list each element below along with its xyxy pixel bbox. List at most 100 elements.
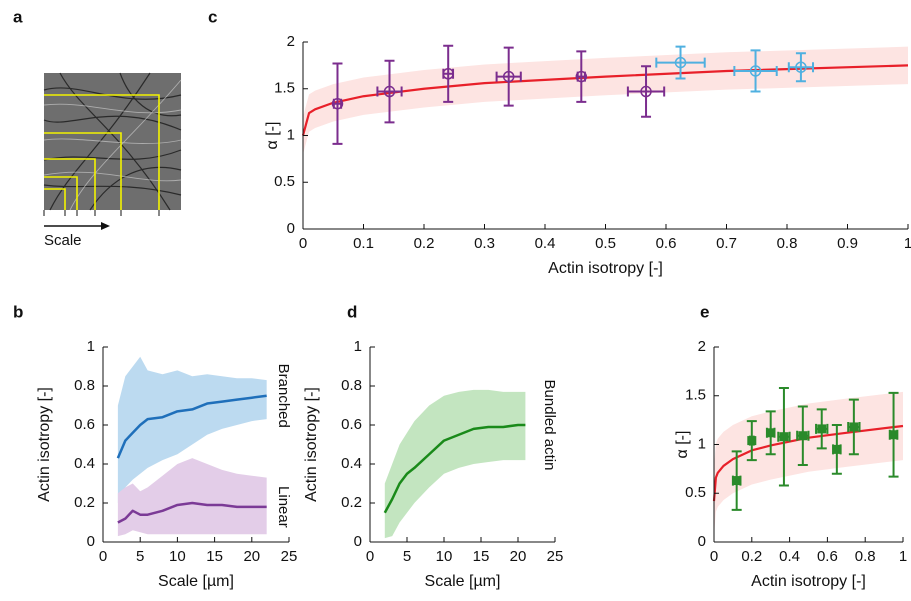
x-error-bar	[787, 62, 815, 73]
y-tick-label: 0.8	[341, 377, 362, 394]
x-tick-label: 0.5	[595, 235, 616, 252]
x-error-bar	[733, 65, 778, 76]
y-tick-label: 0.8	[74, 377, 95, 394]
y-tick-label: 0.4	[341, 455, 362, 472]
y-axis-label: α [-]	[264, 122, 281, 150]
x-tick-label: 10	[436, 548, 453, 565]
x-error-bar	[376, 86, 403, 97]
x-tick-label: 0.4	[535, 235, 556, 252]
panel-label: a	[13, 7, 23, 26]
y-axis-label: α [-]	[674, 431, 691, 459]
point	[795, 61, 807, 73]
y-tick-label: 1	[87, 338, 95, 355]
x-axis-label: Scale [µm]	[158, 573, 234, 590]
y-tick-label: 1	[354, 338, 362, 355]
series-label: Bundled actin	[541, 380, 558, 471]
x-tick-label: 0.9	[837, 235, 858, 252]
x-tick-label: 0.8	[855, 548, 876, 565]
panel-label: c	[208, 7, 217, 26]
point	[383, 85, 396, 98]
point	[849, 422, 859, 432]
x-error-bar	[495, 71, 522, 82]
y-tick-label: 0	[698, 533, 706, 550]
x-tick-label: 5	[403, 548, 411, 565]
x-tick-label: 0.7	[716, 235, 737, 252]
band	[117, 356, 267, 503]
y-axis-label: Actin isotropy [-]	[303, 387, 320, 502]
panel-label: d	[347, 302, 357, 321]
texture	[43, 72, 182, 211]
x-error-bar	[655, 57, 706, 68]
panel-label: b	[13, 302, 23, 321]
point	[640, 85, 652, 98]
point	[575, 70, 588, 83]
x-tick-label: 0.6	[656, 235, 677, 252]
x-tick-label: 15	[473, 548, 490, 565]
x-tick-label: 0.3	[474, 235, 495, 252]
y-tick-label: 2	[287, 33, 295, 50]
x-tick-label: 1	[904, 235, 911, 252]
scale-ticks	[43, 210, 160, 216]
point	[766, 428, 776, 438]
point	[832, 444, 842, 454]
arrow-head	[101, 222, 110, 230]
y-tick-label: 1.5	[685, 387, 706, 404]
x-tick-label: 5	[136, 548, 144, 565]
x-tick-label: 20	[243, 548, 260, 565]
x-tick-label: 0.2	[414, 235, 435, 252]
y-tick-label: 0	[87, 533, 95, 550]
point	[889, 430, 899, 440]
band	[714, 391, 903, 536]
x-tick-label: 0	[299, 235, 307, 252]
y-tick-label: 1.5	[274, 80, 295, 97]
point	[798, 431, 808, 441]
y-tick-label: 1	[698, 435, 706, 452]
band	[117, 458, 267, 537]
line	[383, 423, 526, 514]
series-label: Branched	[275, 364, 292, 428]
x-tick-label: 25	[547, 548, 564, 565]
y-tick-label: 0.5	[274, 173, 295, 190]
y-tick-label: 0.6	[74, 416, 95, 433]
panel-label: e	[700, 302, 709, 321]
line	[116, 394, 267, 459]
x-tick-label: 0.1	[353, 235, 374, 252]
y-axis-label: Actin isotropy [-]	[36, 387, 53, 502]
point	[732, 476, 742, 486]
series-label: Linear	[275, 486, 292, 528]
scale-boxes	[44, 94, 160, 210]
texture-light	[43, 79, 182, 211]
scale-caption: Scale	[44, 232, 82, 249]
y-tick-label: 0	[354, 533, 362, 550]
x-tick-label: 15	[206, 548, 223, 565]
line	[712, 424, 904, 502]
x-tick-label: 0	[366, 548, 374, 565]
x-axis-label: Actin isotropy [-]	[751, 573, 866, 590]
point	[779, 432, 789, 442]
point	[749, 65, 762, 77]
x-tick-label: 0.2	[741, 548, 762, 565]
x-error-bar	[626, 86, 666, 97]
y-tick-label: 0.6	[341, 416, 362, 433]
x-axis-label: Actin isotropy [-]	[548, 260, 663, 277]
point	[674, 56, 687, 69]
image-panel: a Scale	[13, 7, 182, 249]
x-tick-label: 10	[169, 548, 186, 565]
band	[303, 46, 908, 155]
y-tick-label: 0	[287, 220, 295, 237]
point	[442, 68, 454, 80]
point	[747, 436, 757, 446]
x-axis-label: Scale [µm]	[425, 573, 501, 590]
y-tick-label: 0.2	[341, 494, 362, 511]
y-tick-label: 0.4	[74, 455, 95, 472]
line	[117, 501, 267, 524]
y-tick-label: 1	[287, 126, 295, 143]
y-tick-label: 0.2	[74, 494, 95, 511]
x-tick-label: 1	[899, 548, 907, 565]
x-tick-label: 0.6	[817, 548, 838, 565]
point	[817, 424, 827, 434]
x-tick-label: 25	[281, 548, 298, 565]
y-tick-label: 2	[698, 338, 706, 355]
x-tick-label: 0.4	[779, 548, 800, 565]
